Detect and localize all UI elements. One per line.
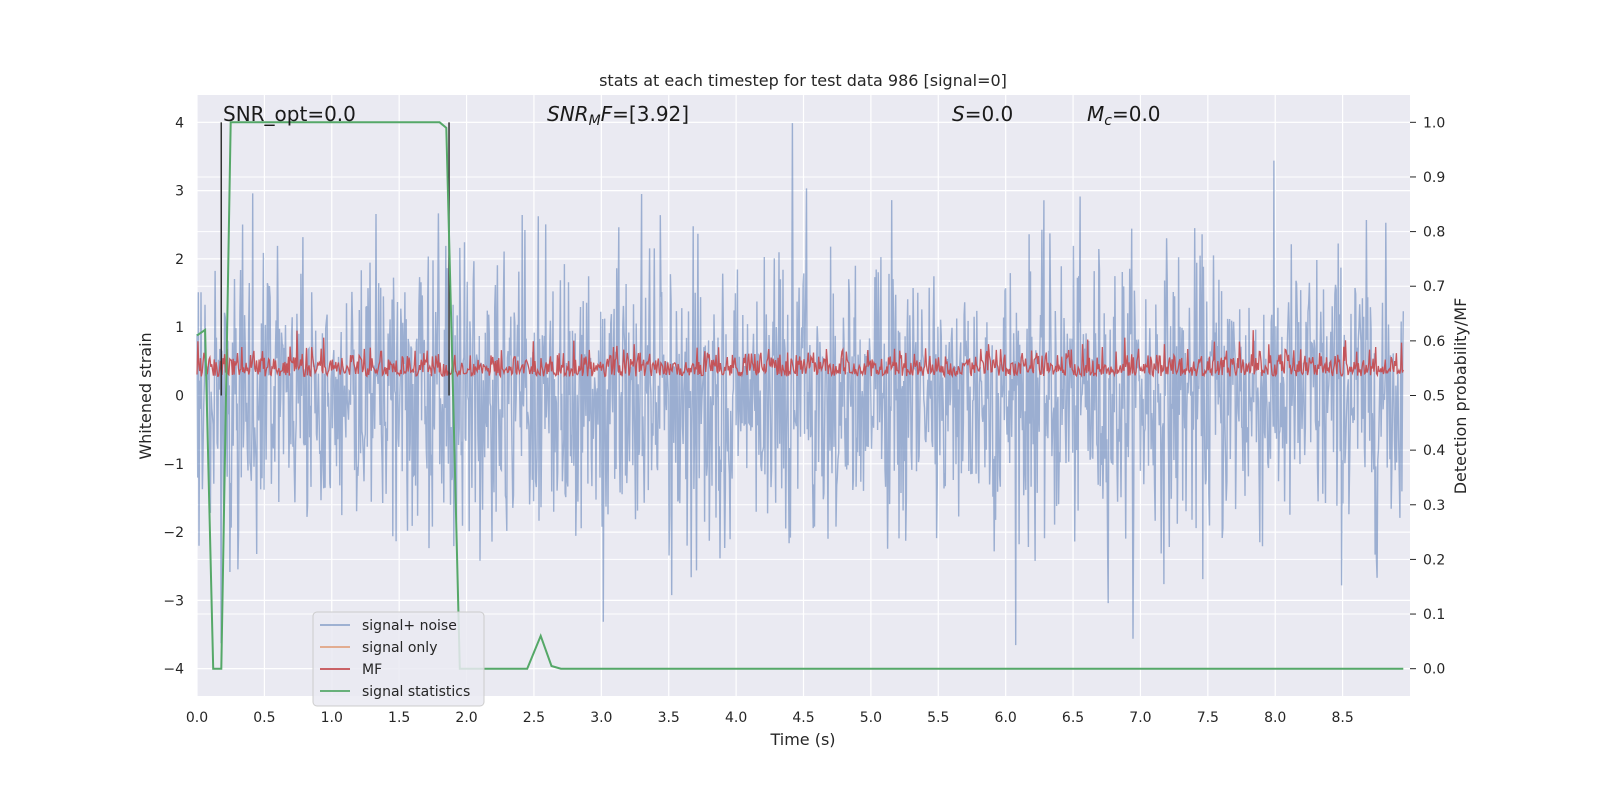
annotation-s-value: =0.0 — [965, 102, 1014, 126]
x-tick-label-1: 0.5 — [253, 710, 275, 726]
annotation-mc-sub: c — [1104, 113, 1112, 129]
y-left-tick-label-2: −2 — [163, 525, 184, 541]
y-left-tick-label-0: −4 — [163, 662, 184, 678]
annotation-snr-mf-symbol: SNR — [547, 102, 589, 126]
x-tick-label-5: 2.5 — [523, 710, 545, 726]
y-right-tick-label-8: 0.8 — [1423, 225, 1445, 241]
y-left-axis-ticks: −4 −3 −2 −1 0 1 2 3 4 — [163, 115, 184, 677]
annotation-snr-mf-tail: F — [601, 102, 613, 126]
annotation-snr-mf-sub: M — [589, 113, 601, 129]
x-tick-label-12: 6.0 — [995, 710, 1017, 726]
legend-label-signal-noise: signal+ noise — [362, 618, 457, 634]
y-left-tick-label-7: 3 — [175, 184, 184, 200]
legend-label-signal-statistics: signal statistics — [362, 684, 470, 700]
annotation-snr-mf: SNRMF=[3.92] — [547, 102, 689, 129]
annotation-mc-symbol: M — [1087, 102, 1104, 126]
y-left-axis-label: Whitened strain — [136, 332, 155, 459]
y-right-tick-label-6: 0.6 — [1423, 334, 1445, 350]
legend: signal+ noise signal only MF signal stat… — [312, 611, 485, 707]
y-right-tick-label-3: 0.3 — [1423, 498, 1445, 514]
annotation-s: S=0.0 — [952, 102, 1013, 126]
x-axis-ticks: 0.0 0.5 1.0 1.5 2.0 2.5 3.0 3.5 4.0 4.5 5.0 5.5 6.0 6… — [186, 710, 1354, 726]
signal-noise-series — [196, 123, 1404, 646]
x-tick-label-4: 2.0 — [455, 710, 477, 726]
annotation-mc-value: =0.0 — [1112, 102, 1161, 126]
x-tick-label-0: 0.0 — [186, 710, 208, 726]
y-right-axis-label: Detection probability/MF — [1451, 298, 1470, 495]
y-right-tick-label-4: 0.4 — [1423, 443, 1445, 459]
y-right-tick-label-2: 0.2 — [1423, 552, 1445, 568]
y-left-tick-label-5: 1 — [175, 320, 184, 336]
x-tick-label-13: 6.5 — [1062, 710, 1084, 726]
y-left-tick-label-4: 0 — [175, 389, 184, 405]
x-tick-label-15: 7.5 — [1197, 710, 1219, 726]
x-tick-label-10: 5.0 — [860, 710, 882, 726]
x-tick-label-9: 4.5 — [792, 710, 814, 726]
x-tick-label-3: 1.5 — [388, 710, 410, 726]
signal-statistics-series — [196, 121, 1404, 670]
mf-line — [196, 330, 1404, 379]
chart-title: stats at each timestep for test data 986… — [599, 71, 1007, 90]
x-tick-label-2: 1.0 — [321, 710, 343, 726]
y-left-tick-label-6: 2 — [175, 252, 184, 268]
annotation-snr-mf-value: =[3.92] — [612, 102, 689, 126]
y-right-axis-ticks: 0.0 0.1 0.2 0.3 0.4 0.5 0.6 0.7 0.8 0.9 1.0 — [1410, 115, 1445, 678]
x-axis-label: Time (s) — [769, 730, 835, 749]
x-tick-label-14: 7.0 — [1129, 710, 1151, 726]
y-left-tick-label-3: −1 — [163, 457, 184, 473]
x-tick-label-17: 8.5 — [1331, 710, 1353, 726]
annotation-s-symbol: S — [952, 102, 965, 126]
legend-label-signal-only: signal only — [362, 640, 437, 656]
annotation-snr-opt: SNR_opt=0.0 — [223, 102, 356, 126]
y-right-tick-label-1: 0.1 — [1423, 607, 1445, 623]
signal-statistics-line — [196, 121, 1404, 670]
x-tick-label-8: 4.0 — [725, 710, 747, 726]
y-right-tick-label-5: 0.5 — [1423, 389, 1445, 405]
y-right-tick-label-7: 0.7 — [1423, 279, 1445, 295]
y-left-tick-label-8: 4 — [175, 115, 184, 131]
x-tick-label-7: 3.5 — [658, 710, 680, 726]
signal-noise-line — [196, 123, 1404, 646]
mf-series — [196, 330, 1404, 379]
y-right-tick-label-10: 1.0 — [1423, 115, 1445, 131]
grid — [196, 95, 1410, 696]
x-tick-label-16: 8.0 — [1264, 710, 1286, 726]
y-left-tick-label-1: −3 — [163, 593, 184, 609]
x-tick-label-11: 5.5 — [927, 710, 949, 726]
legend-label-mf: MF — [362, 662, 382, 678]
y-right-tick-label-0: 0.0 — [1423, 662, 1445, 678]
y-right-tick-label-9: 0.9 — [1423, 170, 1445, 186]
legend-box — [312, 611, 485, 707]
x-tick-label-6: 3.0 — [590, 710, 612, 726]
annotation-mc: Mc=0.0 — [1087, 102, 1161, 129]
